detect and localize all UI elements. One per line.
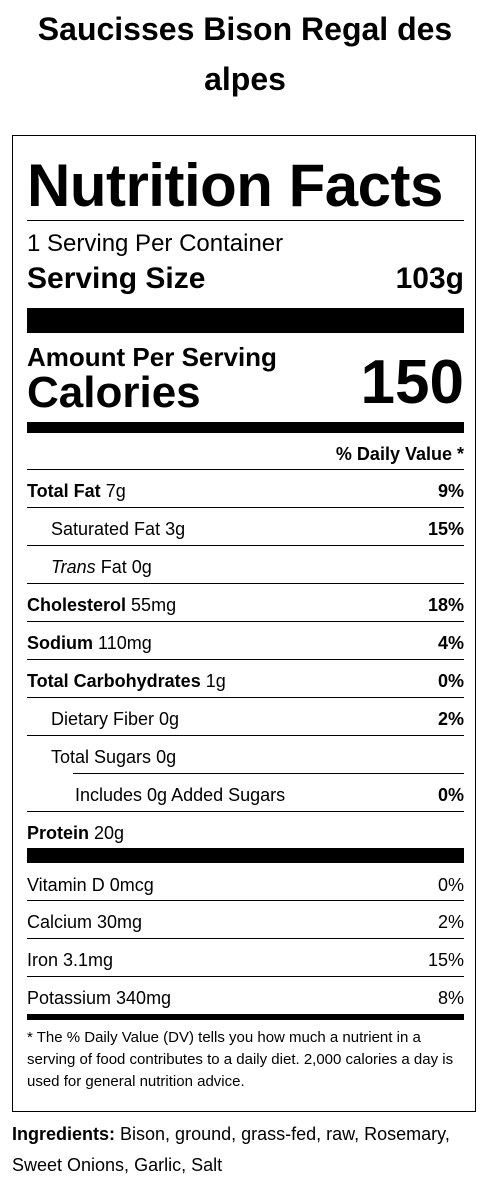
- title-divider: [27, 220, 464, 221]
- servings-per-container: 1 Serving Per Container: [27, 230, 284, 257]
- nutrient-row-total-fat: Total Fat 7g: [27, 480, 126, 502]
- nutrient-row-total-sugars: Total Sugars 0g: [51, 746, 176, 768]
- nutrient-label: Cholesterol: [27, 595, 127, 615]
- vitamin-row-vitamin-d: Vitamin D 0mcg: [27, 875, 154, 895]
- nutrient-row-sodium: Sodium 110mg: [27, 632, 152, 654]
- row-divider: [27, 583, 464, 584]
- medium-divider: [27, 1014, 464, 1020]
- serving-size-value: 103g: [395, 262, 464, 295]
- nutrient-dv: 4%: [437, 633, 464, 653]
- serving-size-label: Serving Size: [27, 262, 206, 295]
- amount-per-serving: Amount Per Serving: [27, 342, 277, 372]
- nutrient-row-protein: Protein 20g: [27, 822, 124, 844]
- nutrient-amount: 20g: [94, 823, 125, 843]
- row-divider: [27, 900, 464, 901]
- nutrient-label-italic: Trans: [51, 557, 96, 577]
- nutrient-row-cholesterol: Cholesterol 55mg: [27, 594, 176, 616]
- nutrient-label: Fat: [100, 557, 127, 577]
- ingredients-statement: Ingredients: Bison, ground, grass-fed, r…: [12, 1119, 482, 1181]
- medium-divider: [27, 422, 464, 433]
- nutrient-row-total-carbohydrates: Total Carbohydrates 1g: [27, 670, 226, 692]
- row-divider: [27, 938, 464, 939]
- nutrient-label: Sodium: [27, 633, 93, 653]
- nutrient-amount: 0g: [156, 747, 177, 767]
- nutrient-row-dietary-fiber: Dietary Fiber 0g: [51, 708, 179, 730]
- row-divider: [27, 621, 464, 622]
- nutrient-label: Dietary Fiber: [51, 709, 155, 729]
- nutrient-label: Includes 0g Added Sugars: [75, 785, 286, 805]
- nutrient-label: Protein: [27, 823, 90, 843]
- nutrient-amount: 1g: [205, 671, 226, 691]
- daily-value-header: % Daily Value *: [335, 444, 464, 464]
- row-divider: [27, 507, 464, 508]
- nutrient-dv: 18%: [427, 595, 464, 615]
- vitamin-dv: 0%: [437, 875, 464, 895]
- nutrient-dv: 0%: [437, 785, 464, 805]
- nutrient-amount: 7g: [105, 481, 126, 501]
- nutrient-amount: 3g: [165, 519, 186, 539]
- row-divider: [27, 697, 464, 698]
- nutrient-row-trans-fat: Trans Fat 0g: [51, 556, 152, 578]
- vitamin-row-potassium: Potassium 340mg: [27, 988, 172, 1008]
- row-divider: [27, 545, 464, 546]
- vitamin-dv: 15%: [427, 950, 464, 970]
- nutrient-dv: 9%: [437, 481, 464, 501]
- nutrition-facts-panel: Nutrition Facts 1 Serving Per Container …: [12, 135, 476, 1112]
- calories-label: Calories: [27, 368, 201, 417]
- nutrient-amount: 55mg: [131, 595, 177, 615]
- row-divider: [27, 811, 464, 812]
- nutrient-label: Total Fat: [27, 481, 101, 501]
- thick-divider: [27, 308, 464, 333]
- nutrient-label: Saturated Fat: [51, 519, 161, 539]
- nutrient-amount: 0g: [131, 557, 152, 577]
- vitamin-dv: 8%: [437, 988, 464, 1008]
- nutrient-row-saturated-fat: Saturated Fat 3g: [51, 518, 185, 540]
- ingredients-text: Bison, ground, grass-fed, raw, Rosemary,…: [12, 1124, 450, 1175]
- ingredients-label: Ingredients:: [12, 1124, 116, 1144]
- nutrient-row-added-sugars: Includes 0g Added Sugars: [75, 784, 285, 806]
- nutrient-dv: 15%: [427, 519, 464, 539]
- nutrient-dv: 0%: [437, 671, 464, 691]
- row-divider: [73, 773, 464, 774]
- vitamin-dv: 2%: [437, 912, 464, 932]
- calories-value: 150: [360, 348, 464, 417]
- row-divider: [27, 976, 464, 977]
- nutrient-label: Total Sugars: [51, 747, 152, 767]
- row-divider: [27, 735, 464, 736]
- nutrient-amount: 0g: [159, 709, 180, 729]
- nutrient-label: Total Carbohydrates: [27, 671, 201, 691]
- nutrition-facts-title: Nutrition Facts: [27, 152, 443, 219]
- vitamin-row-iron: Iron 3.1mg: [27, 950, 114, 970]
- nutrient-dv: 2%: [437, 709, 464, 729]
- vitamin-row-calcium: Calcium 30mg: [27, 912, 143, 932]
- thick-divider: [27, 848, 464, 863]
- daily-value-footnote: * The % Daily Value (DV) tells you how m…: [27, 1029, 454, 1090]
- row-divider: [27, 469, 464, 470]
- row-divider: [27, 659, 464, 660]
- product-title: Saucisses Bison Regal des alpes: [37, 11, 453, 97]
- nutrient-amount: 110mg: [98, 633, 152, 653]
